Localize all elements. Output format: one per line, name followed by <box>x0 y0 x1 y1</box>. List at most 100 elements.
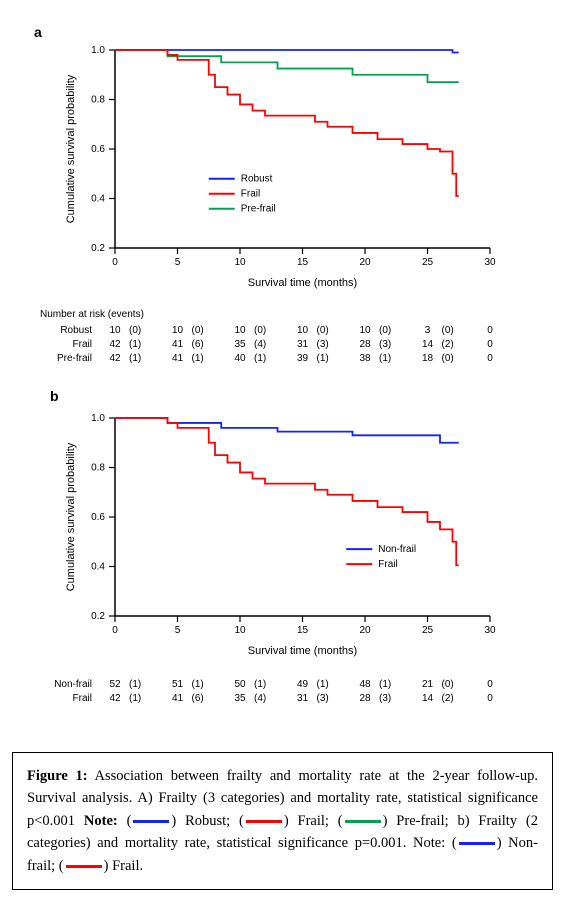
svg-text:0: 0 <box>112 625 118 636</box>
risk-n: 10 <box>166 324 190 338</box>
svg-text:0.4: 0.4 <box>91 194 105 205</box>
series-pre-frail <box>115 50 459 82</box>
svg-text:Pre-frail: Pre-frail <box>241 204 276 215</box>
risk-row-label: Non-frail <box>40 678 96 692</box>
svg-text:30: 30 <box>484 625 496 636</box>
svg-text:15: 15 <box>297 257 309 268</box>
legend-swatch <box>66 865 102 868</box>
svg-text:Frail: Frail <box>378 559 397 570</box>
legend-swatch <box>345 820 381 823</box>
risk-n: 42 <box>103 338 127 352</box>
risk-n: 0 <box>478 324 502 338</box>
chart-b-svg: 0.20.40.60.81.0051015202530Survival time… <box>60 408 500 658</box>
svg-text:20: 20 <box>359 625 371 636</box>
svg-text:25: 25 <box>422 257 434 268</box>
risk-n: 10 <box>353 324 377 338</box>
risk-n: 42 <box>103 352 127 366</box>
series-frail <box>115 418 459 565</box>
svg-text:25: 25 <box>422 625 434 636</box>
risk-n: 41 <box>166 352 190 366</box>
svg-text:1.0: 1.0 <box>91 45 105 56</box>
svg-text:0.8: 0.8 <box>91 95 105 106</box>
risk-e: (1) <box>129 352 157 366</box>
risk-n: 35 <box>228 692 252 706</box>
risk-n: 10 <box>103 324 127 338</box>
risk-e: (0) <box>379 324 407 338</box>
risk-row-label: Frail <box>40 338 96 352</box>
risk-e: (1) <box>254 352 282 366</box>
risk-e: (2) <box>442 338 470 352</box>
svg-text:0: 0 <box>112 257 118 268</box>
legend-swatch <box>133 820 169 823</box>
risk-e: (3) <box>317 338 345 352</box>
risk-n: 0 <box>478 692 502 706</box>
risk-row: Pre-frail42(1)41(1)40(1)39(1)38(1)18(0)0 <box>40 352 144 366</box>
risk-n: 50 <box>228 678 252 692</box>
risk-n: 42 <box>103 692 127 706</box>
svg-text:10: 10 <box>234 257 246 268</box>
svg-text:Non-frail: Non-frail <box>378 544 416 555</box>
svg-text:Frail: Frail <box>241 189 260 200</box>
risk-e: (1) <box>317 352 345 366</box>
risk-e: (1) <box>379 678 407 692</box>
risk-n: 52 <box>103 678 127 692</box>
panel-a-label: a <box>34 24 42 40</box>
risk-n: 0 <box>478 352 502 366</box>
note-label: Note: <box>84 813 118 829</box>
svg-text:30: 30 <box>484 257 496 268</box>
figure-label: Figure 1: <box>27 768 88 784</box>
risk-e: (1) <box>129 692 157 706</box>
chart-a-svg: 0.20.40.60.81.0051015202530Survival time… <box>60 40 500 290</box>
svg-text:0.4: 0.4 <box>91 562 105 573</box>
risk-n: 39 <box>291 352 315 366</box>
risk-row: Frail42(1)41(6)35(4)31(3)28(3)14(2)0 <box>40 338 144 352</box>
svg-text:0.2: 0.2 <box>91 243 105 254</box>
risk-row: Robust10(0)10(0)10(0)10(0)10(0)3(0)0 <box>40 324 144 338</box>
risk-e: (0) <box>129 324 157 338</box>
svg-text:10: 10 <box>234 625 246 636</box>
risk-n: 18 <box>416 352 440 366</box>
risk-n: 10 <box>291 324 315 338</box>
svg-text:0.6: 0.6 <box>91 512 105 523</box>
risk-n: 0 <box>478 338 502 352</box>
risk-e: (4) <box>254 692 282 706</box>
risk-n: 41 <box>166 692 190 706</box>
chart-a: 0.20.40.60.81.0051015202530Survival time… <box>60 40 500 290</box>
risk-e: (0) <box>317 324 345 338</box>
risk-e: (1) <box>192 678 220 692</box>
risk-row-label: Robust <box>40 324 96 338</box>
series-non-frail <box>115 418 459 443</box>
chart-b: 0.20.40.60.81.0051015202530Survival time… <box>60 408 500 658</box>
svg-text:Survival time (months): Survival time (months) <box>248 645 357 657</box>
panel-b-label: b <box>50 388 59 404</box>
svg-text:5: 5 <box>175 257 181 268</box>
risk-e: (3) <box>379 692 407 706</box>
risk-e: (3) <box>317 692 345 706</box>
svg-text:Cumulative survival probabilit: Cumulative survival probability <box>65 442 77 591</box>
svg-text:1.0: 1.0 <box>91 413 105 424</box>
risk-n: 35 <box>228 338 252 352</box>
risk-n: 31 <box>291 338 315 352</box>
risk-row-label: Pre-frail <box>40 352 96 366</box>
risk-e: (1) <box>129 678 157 692</box>
risk-n: 3 <box>416 324 440 338</box>
svg-text:Robust: Robust <box>241 174 273 185</box>
svg-text:15: 15 <box>297 625 309 636</box>
risk-e: (0) <box>442 324 470 338</box>
figure-caption: Figure 1: Association between frailty an… <box>12 752 553 890</box>
caption-text: . <box>139 858 143 874</box>
risk-e: (4) <box>254 338 282 352</box>
risk-e: (1) <box>317 678 345 692</box>
risk-e: (0) <box>254 324 282 338</box>
risk-e: (3) <box>379 338 407 352</box>
risk-e: (1) <box>379 352 407 366</box>
risk-n: 0 <box>478 678 502 692</box>
svg-text:0.6: 0.6 <box>91 144 105 155</box>
legend-swatch <box>246 820 282 823</box>
risk-e: (1) <box>129 338 157 352</box>
risk-n: 14 <box>416 692 440 706</box>
risk-n: 38 <box>353 352 377 366</box>
risk-e: (1) <box>254 678 282 692</box>
legend-swatch <box>459 842 495 845</box>
risk-n: 10 <box>228 324 252 338</box>
